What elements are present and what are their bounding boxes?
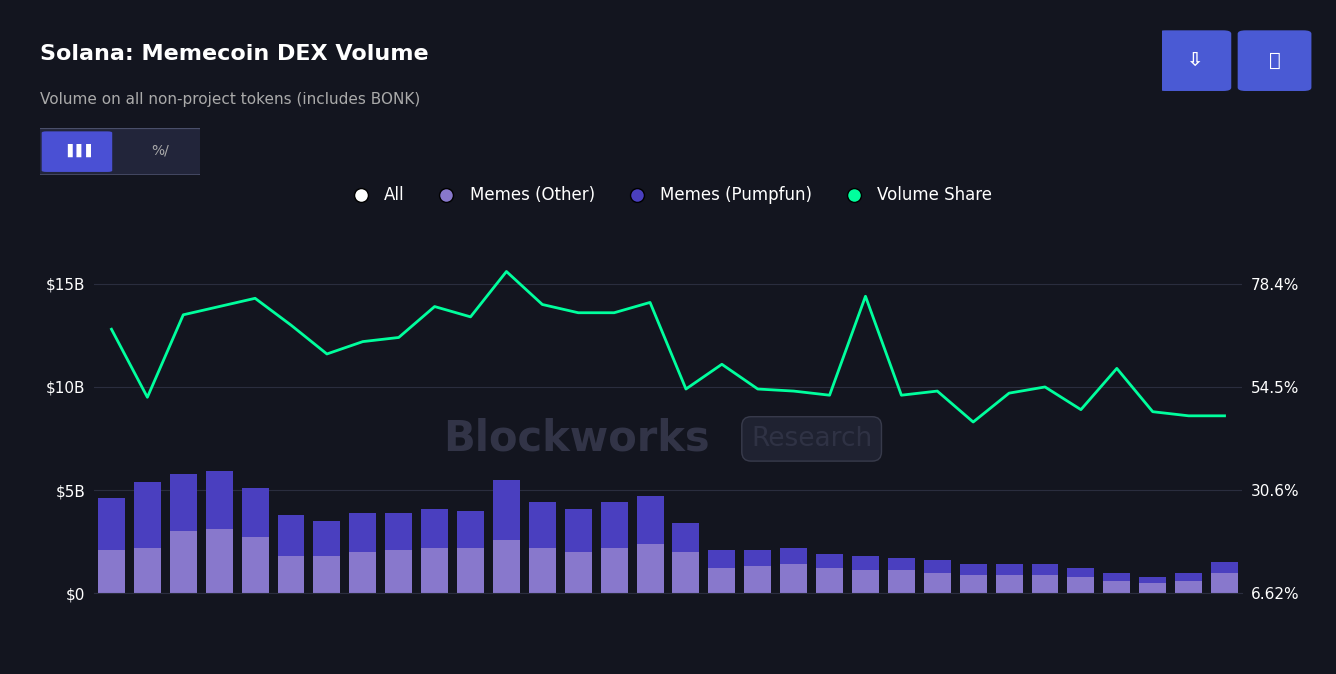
Bar [780,564,807,593]
Text: Volume on all non-project tokens (includes BONK): Volume on all non-project tokens (includ… [40,92,421,107]
Bar [529,502,556,548]
Bar [278,515,305,556]
Bar [349,552,377,593]
Bar [421,548,448,593]
Bar [278,556,305,593]
Bar [601,548,628,593]
Bar [959,564,987,574]
Bar [708,550,735,568]
Bar [959,574,987,593]
Bar [923,572,951,593]
Bar [314,556,341,593]
Bar [744,566,771,593]
Bar [565,509,592,552]
Bar [529,548,556,593]
Bar [565,552,592,593]
Text: ⤢: ⤢ [1269,51,1280,70]
Bar [852,570,879,593]
Bar [1210,562,1238,572]
Bar [708,568,735,593]
Bar [995,564,1022,574]
Bar [1067,577,1094,593]
Bar [1176,581,1202,593]
Bar [206,529,232,593]
Bar [457,511,484,548]
Bar [1104,572,1130,581]
FancyBboxPatch shape [32,128,206,175]
Bar [134,482,160,548]
FancyBboxPatch shape [1237,30,1312,91]
Bar [672,552,700,593]
Bar [457,548,484,593]
Bar [421,509,448,548]
Bar [1140,577,1166,583]
Text: Blockworks: Blockworks [442,418,709,460]
Bar [636,544,664,593]
Bar [1031,574,1058,593]
Bar [314,521,341,556]
Bar [1210,572,1238,593]
Bar [780,548,807,564]
FancyBboxPatch shape [41,131,112,172]
Bar [816,554,843,568]
Bar [1031,564,1058,574]
Bar [816,568,843,593]
Bar [385,513,413,550]
Bar [744,550,771,566]
Bar [242,537,269,593]
Bar [601,502,628,548]
Bar [888,570,915,593]
Bar [385,550,413,593]
Bar [170,474,196,531]
Bar [206,472,232,529]
Bar [672,523,700,552]
Bar [493,539,520,593]
Bar [349,513,377,552]
Text: Solana: Memecoin DEX Volume: Solana: Memecoin DEX Volume [40,44,429,64]
Bar [923,560,951,572]
Text: ▐▐▐: ▐▐▐ [63,144,91,157]
Bar [852,556,879,570]
Text: Research: Research [751,426,872,452]
Bar [995,574,1022,593]
Bar [242,488,269,537]
Bar [1067,568,1094,577]
Bar [98,550,126,593]
Bar [493,480,520,539]
Bar [1140,583,1166,593]
Bar [1104,581,1130,593]
Text: %/: %/ [151,144,170,158]
Bar [888,558,915,570]
Bar [1176,572,1202,581]
Bar [636,496,664,544]
Bar [170,531,196,593]
Bar [98,498,126,550]
FancyBboxPatch shape [1157,30,1232,91]
Text: ⇩: ⇩ [1186,51,1202,70]
Legend: All, Memes (Other), Memes (Pumpfun), Volume Share: All, Memes (Other), Memes (Pumpfun), Vol… [338,180,998,211]
Bar [134,548,160,593]
